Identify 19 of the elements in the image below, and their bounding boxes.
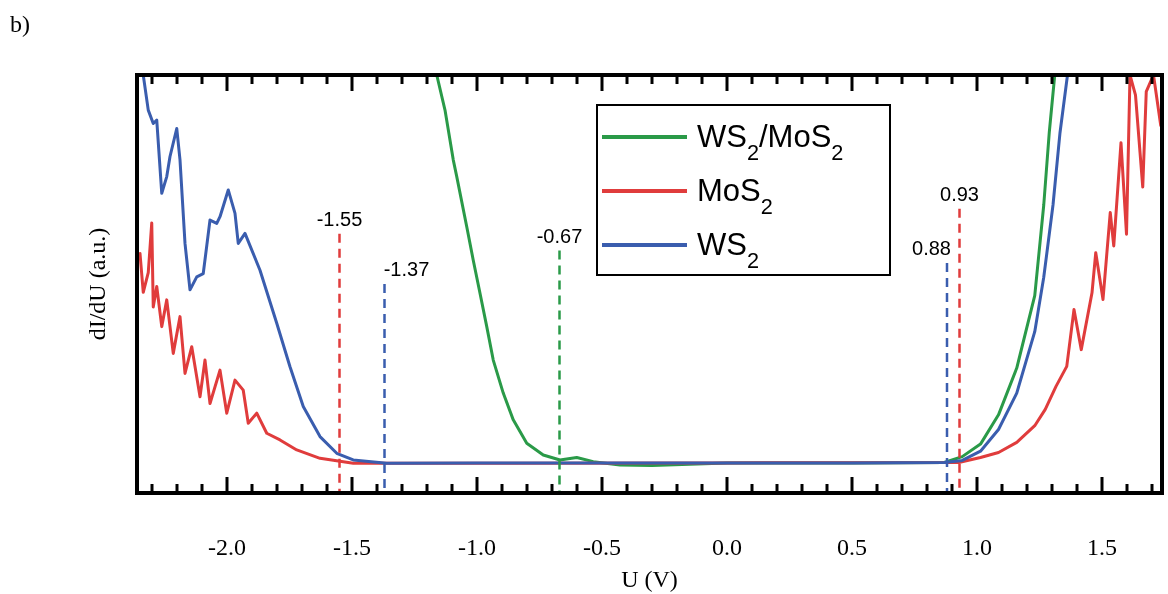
ref-line-label: -1.37 bbox=[383, 258, 430, 280]
x-tick-label: 0.5 bbox=[837, 534, 867, 560]
x-tick-label: 0.0 bbox=[712, 534, 742, 560]
legend-label: WS$_{2}$ bbox=[697, 227, 759, 273]
text: b) bbox=[10, 11, 30, 37]
x-tick-label: -2.0 bbox=[208, 534, 246, 560]
ref-line-label: -0.67 bbox=[536, 224, 583, 247]
ref-line-label: -1.55 bbox=[316, 207, 363, 230]
x-tick-label: 1.0 bbox=[962, 534, 992, 560]
legend-label: MoS$_{2}$ bbox=[697, 173, 773, 219]
x-tick-label: -1.0 bbox=[458, 534, 496, 560]
y-axis-title: dI/dU (a.u.) bbox=[84, 227, 110, 341]
x-tick-label: 1.5 bbox=[1087, 534, 1117, 560]
x-tick-label: -0.5 bbox=[583, 534, 621, 560]
legend-label: WS$_{2}$/MoS$_{2}$ bbox=[697, 119, 844, 165]
x-axis-title: U (V) bbox=[621, 566, 678, 592]
ref-line-label: 0.88 bbox=[912, 237, 951, 260]
ref-line-label: 0.93 bbox=[940, 182, 979, 205]
x-tick-label: -1.5 bbox=[333, 534, 371, 560]
